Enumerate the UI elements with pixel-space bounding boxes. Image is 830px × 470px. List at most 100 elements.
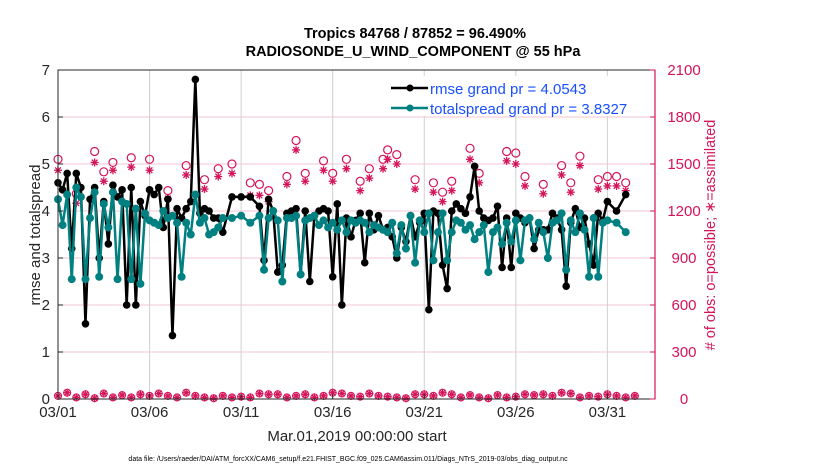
totalspread-point — [218, 214, 227, 223]
totalspread-point — [319, 216, 328, 225]
star-stroke — [201, 185, 208, 193]
totalspread-point — [406, 211, 415, 220]
y-tick-label: 3 — [42, 250, 50, 267]
totalspread-point — [392, 249, 401, 258]
star-stroke — [530, 391, 538, 399]
obs-possible-marker — [621, 178, 631, 188]
obs-assimilated-marker — [319, 166, 328, 175]
totalspread-point — [113, 275, 122, 284]
star-stroke — [214, 173, 222, 180]
rmse-point — [470, 162, 479, 171]
obs-assimilated-marker — [127, 163, 136, 172]
rmse-point — [452, 200, 461, 208]
totalspread-point — [182, 218, 191, 227]
star-stroke — [292, 146, 300, 154]
totalspread-point — [470, 235, 479, 244]
obs-possible-marker — [254, 179, 265, 189]
y2-tick-label: 900 — [671, 250, 696, 267]
totalspread-point — [186, 230, 195, 239]
obs-assimilated-marker — [411, 185, 420, 194]
obs-bottom-marker — [154, 389, 163, 398]
obs-assimilated-marker — [557, 170, 566, 179]
totalspread-point — [328, 218, 337, 227]
obs-possible-marker — [90, 146, 100, 157]
totalspread-point — [108, 188, 117, 197]
totalspread-point — [67, 275, 76, 284]
star-stroke — [558, 171, 565, 179]
legend-rmse-label: rmse grand pr = 4.0543 — [430, 81, 586, 98]
totalspread-point — [255, 211, 264, 220]
rmse-point — [292, 204, 300, 213]
obs-bottom-marker — [585, 391, 594, 400]
star-stroke — [567, 390, 575, 397]
obs-possible-marker — [318, 156, 329, 166]
rmse-point — [237, 193, 245, 201]
obs-bottom-marker — [365, 389, 374, 398]
obs-assimilated-marker — [447, 186, 456, 195]
star-stroke — [219, 392, 227, 400]
obs-bottom-marker — [447, 390, 456, 399]
obs-bottom-marker — [456, 393, 465, 402]
rmse-point — [374, 211, 383, 220]
obs-assimilated-marker — [365, 174, 374, 183]
totalspread-point — [90, 188, 99, 197]
obs-assimilated-marker — [575, 161, 584, 170]
x-tick-label: 03/11 — [223, 404, 259, 421]
rmse-point — [512, 209, 520, 218]
star-stroke — [320, 392, 327, 400]
rmse-point — [443, 284, 451, 293]
obs-bottom-marker — [182, 388, 191, 397]
rmse-point — [127, 183, 136, 192]
obs-possible-marker — [227, 159, 237, 169]
star-stroke — [379, 165, 387, 172]
rmse-point — [72, 169, 81, 178]
obs-possible-marker — [602, 171, 612, 182]
obs-bottom-marker — [264, 390, 273, 399]
rmse-point — [132, 301, 140, 309]
star-stroke — [631, 392, 639, 400]
obs-bottom-marker — [575, 393, 584, 402]
star-stroke — [494, 391, 501, 399]
star-stroke — [256, 390, 263, 397]
totalspread-point — [534, 218, 543, 227]
rmse-point — [205, 207, 213, 215]
star-stroke — [164, 392, 172, 400]
totalspread-point — [86, 214, 95, 223]
obs-possible-marker — [181, 160, 191, 171]
obs-possible-marker — [593, 175, 603, 185]
totalspread-point — [173, 218, 182, 227]
y-tick-label: 5 — [42, 156, 50, 173]
totalspread-point — [154, 221, 163, 230]
totalspread-point — [429, 256, 438, 265]
star-stroke — [366, 174, 373, 182]
star-stroke — [100, 390, 108, 397]
totalspread-point — [511, 216, 520, 225]
x-tick-label: 03/21 — [405, 404, 443, 421]
y-tick-label: 2 — [42, 297, 50, 314]
legend-rmse-marker — [406, 84, 414, 92]
star-stroke — [137, 391, 144, 398]
rmse-point — [168, 331, 177, 340]
star-stroke — [356, 187, 364, 194]
obs-assimilated-marker — [392, 160, 401, 168]
obs-assimilated-marker — [282, 180, 291, 189]
obs-bottom-marker — [401, 394, 410, 403]
obs-possible-marker — [611, 171, 622, 182]
rmse-point — [228, 193, 236, 201]
star-stroke — [448, 187, 456, 194]
obs-possible-marker — [437, 187, 448, 197]
totalspread-point — [58, 221, 67, 230]
x-tick-label: 03/16 — [314, 404, 352, 421]
obs-possible-marker — [465, 143, 475, 153]
obs-bottom-marker — [108, 393, 117, 402]
totalspread-point — [360, 218, 369, 227]
y-tick-label: 6 — [42, 109, 50, 126]
obs-bottom-marker — [163, 391, 172, 400]
obs-possible-marker — [245, 178, 255, 188]
totalspread-point — [415, 216, 424, 225]
obs-possible-marker — [364, 164, 374, 174]
legend-box — [382, 76, 654, 116]
plot-frame — [57, 69, 656, 400]
y-tick-label: 0 — [42, 391, 50, 408]
